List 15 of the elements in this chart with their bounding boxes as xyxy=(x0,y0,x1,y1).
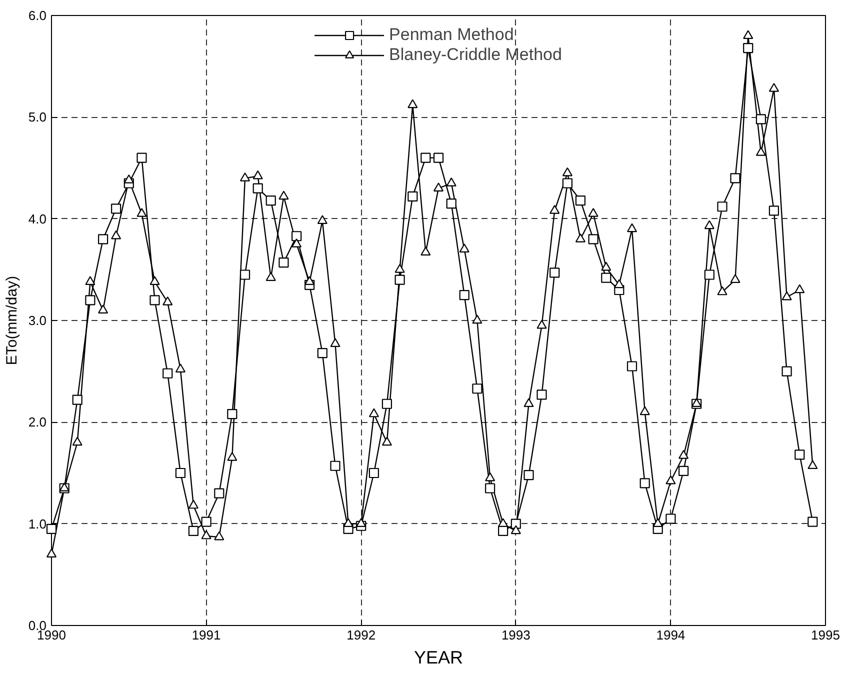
y-tick-label: 4.0 xyxy=(28,211,47,226)
x-tick-label: 1992 xyxy=(346,628,376,642)
x-tick-label: 1995 xyxy=(811,628,840,642)
y-tick-label: 1.0 xyxy=(28,516,47,532)
y-tick-label: 3.0 xyxy=(28,313,47,328)
x-axis-title: YEAR xyxy=(414,648,464,668)
y-tick-label: 6.0 xyxy=(28,8,47,23)
y-tick-label: 2.0 xyxy=(28,414,47,430)
legend-label: Blaney-Criddle Method xyxy=(389,45,562,65)
x-tick-label: 1991 xyxy=(192,628,221,642)
legend-label: Penman Method xyxy=(389,25,514,45)
y-axis-title: ETo(mm/day) xyxy=(3,276,20,366)
x-tick-label: 1993 xyxy=(501,628,530,642)
y-tick-label: 5.0 xyxy=(28,110,47,125)
x-tick-label: 1994 xyxy=(656,628,686,642)
